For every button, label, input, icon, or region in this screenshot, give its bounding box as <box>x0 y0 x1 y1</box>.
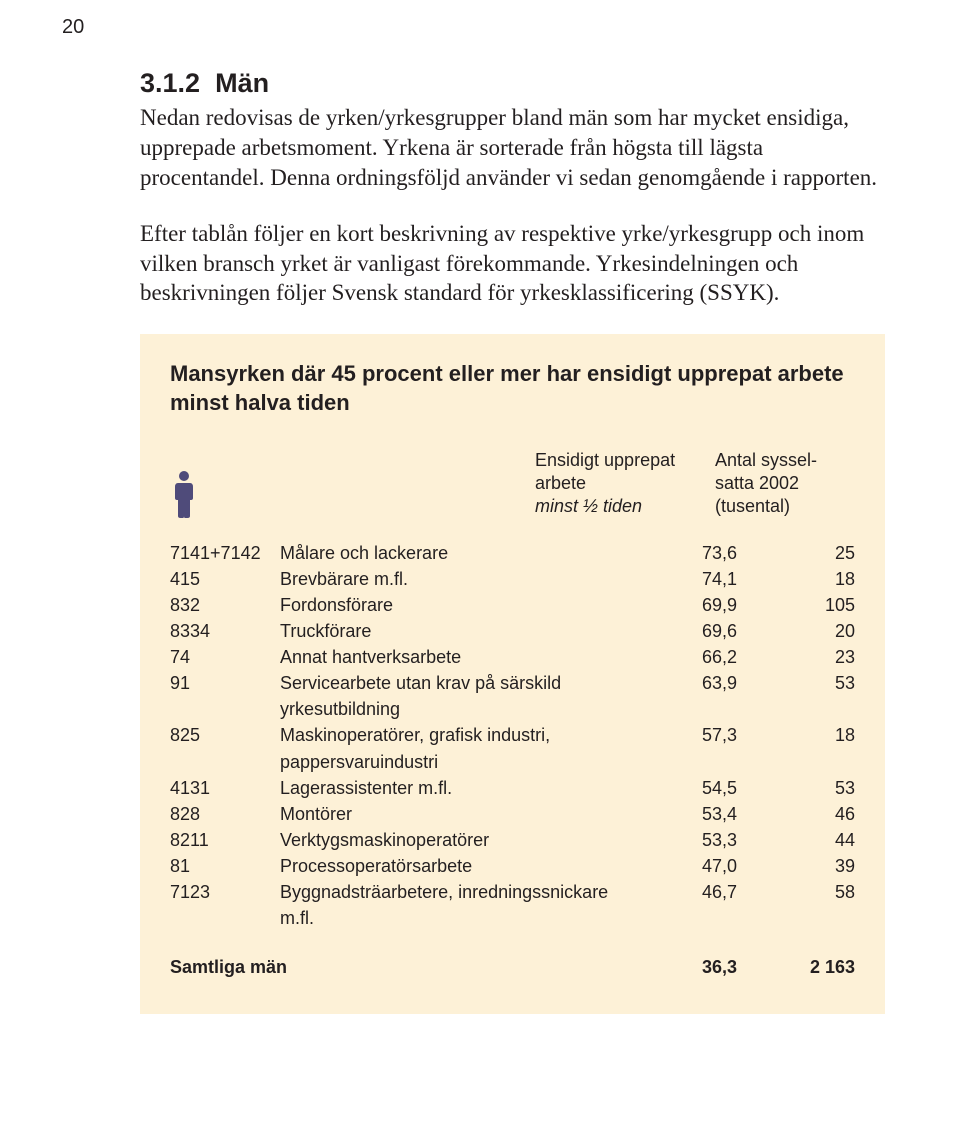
page: 20 3.1.2 Män Nedan redovisas de yrken/yr… <box>0 0 960 1124</box>
table-row: 74Annat hantverksarbete66,223 <box>170 644 855 670</box>
table-row: 81Processoperatörsarbete47,039 <box>170 853 855 879</box>
col1-line2: arbete <box>535 472 705 495</box>
row-value-1: 53,4 <box>647 801 765 827</box>
col1-line3: minst ½ tiden <box>535 495 705 518</box>
table-body: 7141+7142Målare och lackerare73,625415Br… <box>170 540 855 931</box>
row-value-2: 18 <box>765 722 855 774</box>
row-code: 8211 <box>170 827 280 853</box>
row-code: 8334 <box>170 618 280 644</box>
table-row: 828Montörer53,446 <box>170 801 855 827</box>
total-row: Samtliga män 36,3 2 163 <box>170 957 855 978</box>
row-value-1: 74,1 <box>647 566 765 592</box>
row-code: 4131 <box>170 775 280 801</box>
row-code: 91 <box>170 670 280 722</box>
section-title: Män <box>215 68 269 98</box>
table-row: 8334Truckförare69,620 <box>170 618 855 644</box>
row-value-1: 69,6 <box>647 618 765 644</box>
column-headers: Ensidigt upprepat arbete minst ½ tiden A… <box>170 449 855 518</box>
row-value-2: 23 <box>765 644 855 670</box>
table-row: 832Fordonsförare69,9105 <box>170 592 855 618</box>
row-value-2: 39 <box>765 853 855 879</box>
table-row: 825Maskinoperatörer, grafisk industri, p… <box>170 722 855 774</box>
table-panel: Mansyrken där 45 procent eller mer har e… <box>140 334 885 1014</box>
row-value-2: 44 <box>765 827 855 853</box>
row-value-1: 69,9 <box>647 592 765 618</box>
intro-paragraph-2: Efter tablån följer en kort beskrivning … <box>140 219 885 309</box>
row-label: Målare och lackerare <box>280 540 647 566</box>
row-value-2: 53 <box>765 775 855 801</box>
table-row: 7123Byggnadsträarbetere, inredningssnick… <box>170 879 855 931</box>
row-value-1: 57,3 <box>647 722 765 774</box>
intro-paragraph-1: Nedan redovisas de yrken/yrkesgrupper bl… <box>140 103 885 193</box>
row-value-1: 66,2 <box>647 644 765 670</box>
row-value-1: 46,7 <box>647 879 765 931</box>
row-value-1: 73,6 <box>647 540 765 566</box>
total-value-1: 36,3 <box>647 957 765 978</box>
row-value-2: 105 <box>765 592 855 618</box>
table-row: 4131Lagerassistenter m.fl.54,553 <box>170 775 855 801</box>
row-code: 832 <box>170 592 280 618</box>
col2-line3: (tusental) <box>715 495 845 518</box>
row-code: 7141+7142 <box>170 540 280 566</box>
row-label: Processoperatörsarbete <box>280 853 647 879</box>
row-code: 828 <box>170 801 280 827</box>
col2-line2: satta 2002 <box>715 472 845 495</box>
row-code: 825 <box>170 722 280 774</box>
row-value-2: 25 <box>765 540 855 566</box>
row-value-2: 18 <box>765 566 855 592</box>
row-value-1: 54,5 <box>647 775 765 801</box>
row-code: 81 <box>170 853 280 879</box>
row-value-2: 20 <box>765 618 855 644</box>
table-row: 91Servicearbete utan krav på särskild yr… <box>170 670 855 722</box>
col1-line1: Ensidigt upprepat <box>535 449 705 472</box>
row-value-2: 53 <box>765 670 855 722</box>
row-value-2: 58 <box>765 879 855 931</box>
row-code: 415 <box>170 566 280 592</box>
total-value-2: 2 163 <box>765 957 855 978</box>
table-row: 415Brevbärare m.fl.74,118 <box>170 566 855 592</box>
man-icon-svg <box>170 470 198 518</box>
column-header-2: Antal syssel- satta 2002 (tusental) <box>715 449 855 518</box>
row-label: Brevbärare m.fl. <box>280 566 647 592</box>
row-value-1: 47,0 <box>647 853 765 879</box>
row-label: Truckförare <box>280 618 647 644</box>
row-code: 7123 <box>170 879 280 931</box>
row-value-1: 53,3 <box>647 827 765 853</box>
row-label: Lagerassistenter m.fl. <box>280 775 647 801</box>
page-number: 20 <box>62 16 84 39</box>
table-title: Mansyrken där 45 procent eller mer har e… <box>170 360 855 416</box>
row-label: Montörer <box>280 801 647 827</box>
row-label: Annat hantverksarbete <box>280 644 647 670</box>
table-row: 7141+7142Målare och lackerare73,625 <box>170 540 855 566</box>
section-heading: 3.1.2 Män <box>140 68 885 99</box>
total-label: Samtliga män <box>170 957 647 978</box>
row-label: Fordonsförare <box>280 592 647 618</box>
row-label: Servicearbete utan krav på särskild yrke… <box>280 670 647 722</box>
row-label: Byggnadsträarbetere, inredningssnickare … <box>280 879 647 931</box>
section-number: 3.1.2 <box>140 68 200 98</box>
row-value-2: 46 <box>765 801 855 827</box>
row-value-1: 63,9 <box>647 670 765 722</box>
row-label: Maskinoperatörer, grafisk industri, papp… <box>280 722 647 774</box>
row-code: 74 <box>170 644 280 670</box>
row-label: Verktygsmaskinoperatörer <box>280 827 647 853</box>
man-icon <box>170 449 240 518</box>
column-header-1: Ensidigt upprepat arbete minst ½ tiden <box>535 449 715 518</box>
table-row: 8211Verktygsmaskinoperatörer53,344 <box>170 827 855 853</box>
col2-line1: Antal syssel- <box>715 449 845 472</box>
